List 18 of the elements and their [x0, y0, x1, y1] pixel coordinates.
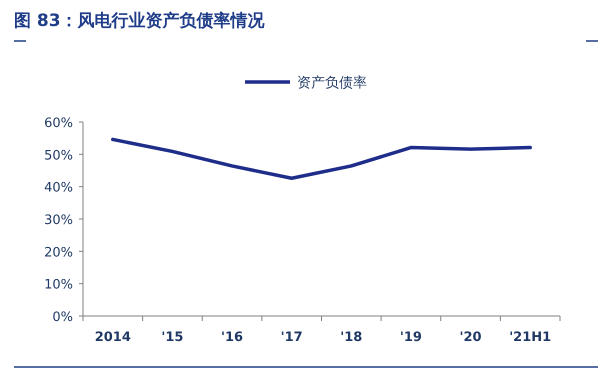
x-tick-label: '16 [221, 330, 244, 345]
y-tick-label: 0% [52, 310, 73, 325]
x-tick-label: '21H1 [509, 330, 552, 345]
y-tick-label: 40% [44, 180, 73, 196]
x-tick-label: '17 [280, 330, 303, 345]
x-tick-label: '18 [340, 330, 362, 345]
x-tick-label: '20 [460, 330, 482, 345]
y-tick-label: 30% [44, 213, 73, 228]
line-series [111, 138, 532, 180]
x-tick-label: '15 [161, 330, 184, 345]
y-tick-label: 10% [44, 278, 73, 293]
legend-label: 资产负债率 [297, 75, 367, 91]
y-tick-label: 60% [44, 116, 73, 131]
chart-title: 图 83：风电行业资产负债率情况 [14, 11, 266, 31]
x-tick-label: 2014 [94, 330, 131, 345]
x-tick-label: '19 [400, 330, 422, 345]
y-tick-label: 20% [44, 245, 73, 260]
y-tick-label: 50% [44, 148, 73, 164]
